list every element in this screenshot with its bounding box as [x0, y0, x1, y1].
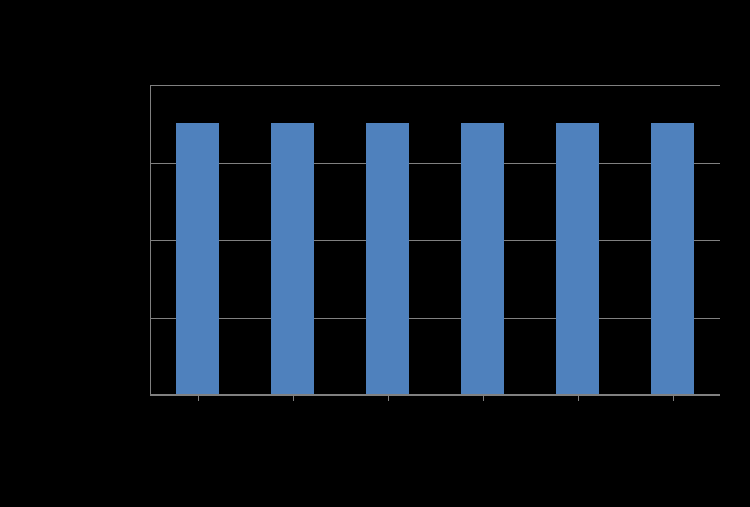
- x-axis-line: [150, 394, 720, 395]
- bar: [271, 123, 315, 395]
- bar: [461, 123, 505, 395]
- bar: [176, 123, 220, 395]
- bars-layer: [150, 85, 720, 395]
- x-tick: [293, 395, 294, 401]
- gridline: [150, 395, 720, 396]
- x-tick: [578, 395, 579, 401]
- x-tick: [483, 395, 484, 401]
- bar-chart: [150, 85, 720, 395]
- y-axis-line: [150, 85, 151, 395]
- x-tick: [198, 395, 199, 401]
- bar: [651, 123, 695, 395]
- plot-area: [150, 85, 720, 395]
- x-tick: [388, 395, 389, 401]
- bar: [556, 123, 600, 395]
- bar: [366, 123, 410, 395]
- x-tick: [673, 395, 674, 401]
